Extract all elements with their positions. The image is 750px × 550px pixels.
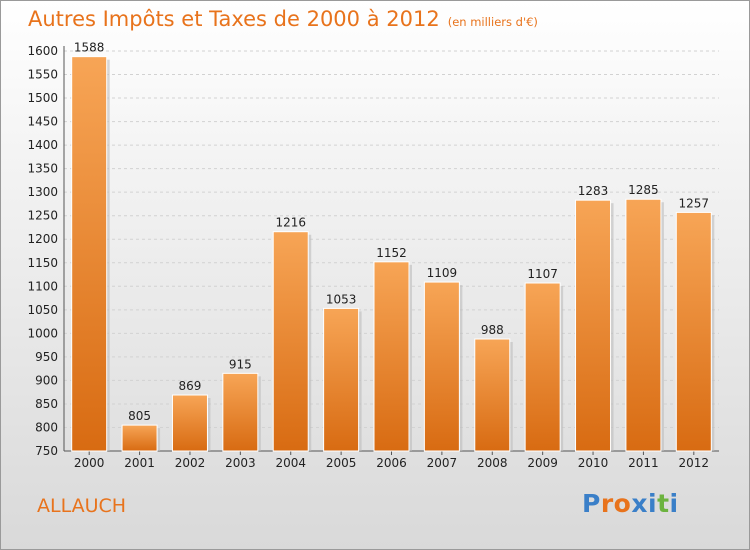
data-label-2012: 1257 (679, 196, 710, 210)
chart-unit-label: (en milliers d'€) (447, 15, 538, 29)
x-tick-label: 2011 (628, 456, 659, 470)
bars (71, 56, 715, 452)
bar-2008 (474, 338, 511, 452)
y-tick-label: 1350 (27, 162, 58, 176)
logo-letter: t (657, 489, 670, 518)
chart-title: Autres Impôts et Taxes de 2000 à 2012 (28, 7, 440, 31)
data-label-2011: 1285 (628, 183, 659, 197)
logo-letter: i (669, 489, 679, 518)
y-tick-label: 800 (35, 420, 58, 434)
proxiti-logo: Proxiti (582, 489, 679, 518)
y-tick-label: 1100 (27, 279, 58, 293)
bar-2004 (272, 231, 309, 452)
x-tick-label: 2004 (275, 456, 306, 470)
y-tick-label: 1400 (27, 138, 58, 152)
x-tick-label: 2001 (124, 456, 155, 470)
y-tick-label: 950 (35, 350, 58, 364)
logo-letter: o (613, 489, 632, 518)
y-tick-label: 1450 (27, 115, 58, 129)
bar-2007 (423, 281, 460, 452)
data-label-2002: 869 (179, 379, 202, 393)
x-tick-label: 2010 (578, 456, 609, 470)
y-tick-label: 1250 (27, 209, 58, 223)
bar-2002 (171, 394, 208, 452)
commune-name: ALLAUCH (37, 495, 127, 517)
x-tick-label: 2006 (376, 456, 407, 470)
bar-2000 (71, 56, 108, 452)
y-tick-label: 1200 (27, 232, 58, 246)
data-label-2001: 805 (128, 409, 151, 423)
x-tick-label: 2008 (477, 456, 508, 470)
logo-letter: P (582, 489, 601, 518)
bar-2009 (524, 282, 561, 452)
bar-2005 (323, 307, 360, 452)
x-tick-label: 2000 (74, 456, 105, 470)
data-label-2000: 1588 (74, 41, 105, 55)
x-tick-label: 2009 (527, 456, 558, 470)
data-label-2004: 1216 (275, 216, 306, 230)
labels: 750 800 850 900 950 1000 1050 1100 1150 1200 1250 1… (27, 41, 709, 470)
x-tick-label: 2003 (225, 456, 256, 470)
data-label-2009: 1107 (527, 267, 558, 281)
chart-header: Autres Impôts et Taxes de 2000 à 2012 (en… (28, 7, 538, 31)
data-label-2006: 1152 (376, 246, 407, 260)
data-label-2007: 1109 (427, 266, 458, 280)
bar-2006 (373, 261, 410, 452)
y-tick-label: 750 (35, 444, 58, 458)
data-label-2010: 1283 (578, 184, 609, 198)
bar-2001 (121, 424, 158, 452)
y-tick-label: 1500 (27, 91, 58, 105)
y-tick-label: 1050 (27, 303, 58, 317)
y-tick-label: 1300 (27, 185, 58, 199)
bar-2010 (575, 199, 612, 452)
y-tick-label: 850 (35, 397, 58, 411)
x-tick-label: 2002 (175, 456, 206, 470)
x-tick-label: 2012 (679, 456, 710, 470)
logo-letter: r (600, 489, 614, 518)
y-tick-label: 1000 (27, 326, 58, 340)
x-tick-label: 2005 (326, 456, 357, 470)
y-tick-label: 1600 (27, 44, 58, 58)
bar-2003 (222, 372, 259, 452)
data-label-2005: 1053 (326, 292, 357, 306)
bar-2011 (625, 198, 662, 452)
y-tick-label: 900 (35, 373, 58, 387)
logo-letter: x (631, 489, 648, 518)
logo-letter: i (648, 489, 658, 518)
bar-2012 (675, 211, 712, 452)
y-tick-label: 1550 (27, 68, 58, 82)
data-label-2008: 988 (481, 323, 504, 337)
x-tick-label: 2007 (427, 456, 458, 470)
y-tick-label: 1150 (27, 256, 58, 270)
data-label-2003: 915 (229, 357, 252, 371)
